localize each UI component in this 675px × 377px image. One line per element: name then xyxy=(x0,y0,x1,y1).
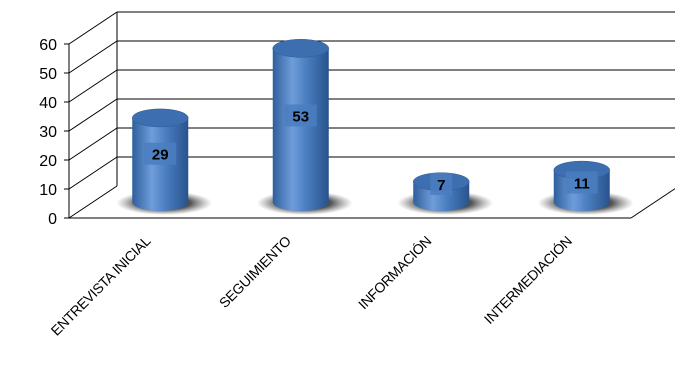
data-label: 53 xyxy=(292,108,309,125)
x-tick-label: SEGUIMIENTO xyxy=(216,233,294,311)
y-tick-label: 10 xyxy=(39,182,57,199)
data-label: 29 xyxy=(152,147,169,164)
gridline-side xyxy=(68,127,118,161)
y-tick-label: 50 xyxy=(39,66,57,83)
data-label-box xyxy=(284,104,317,127)
y-tick-label: 20 xyxy=(39,153,57,170)
y-tick-label: 60 xyxy=(39,37,57,54)
x-axis-labels: ENTREVISTA INICIAL SEGUIMIENTO INFORMACIÓN… xyxy=(48,232,575,338)
axes xyxy=(64,12,675,219)
gridline-side xyxy=(68,185,118,219)
bar: 7 xyxy=(397,172,494,215)
bar-top xyxy=(272,39,329,58)
y-tick-label: 40 xyxy=(39,95,57,112)
data-label-box xyxy=(430,173,453,195)
data-label-box xyxy=(565,171,598,194)
bars: 29 53 7 11 xyxy=(116,39,634,215)
y-tick-label: 30 xyxy=(39,124,57,141)
x-tick-label: INFORMACIÓN xyxy=(355,233,434,312)
floor-right-edge xyxy=(630,188,675,219)
y-tick-label: 0 xyxy=(48,211,57,228)
bar-top xyxy=(132,108,189,128)
data-label: 7 xyxy=(437,177,445,194)
x-tick-label: ENTREVISTA INICIAL xyxy=(48,232,154,338)
bar: 29 xyxy=(116,108,213,215)
gridline-side xyxy=(68,156,118,190)
y-axis-ticks: 0 10 20 30 40 50 60 xyxy=(39,37,57,228)
bar-body xyxy=(272,48,329,211)
gridline-side xyxy=(68,69,118,103)
gridline-side xyxy=(68,40,118,74)
data-label-box xyxy=(144,142,177,165)
gridline-side xyxy=(68,11,118,45)
bar: 53 xyxy=(256,39,353,215)
data-label: 11 xyxy=(574,175,590,192)
gridlines xyxy=(68,11,675,219)
gridline-side xyxy=(68,98,118,132)
bar: 11 xyxy=(537,160,634,215)
x-tick-label: INTERMEDIACIÓN xyxy=(481,233,575,327)
